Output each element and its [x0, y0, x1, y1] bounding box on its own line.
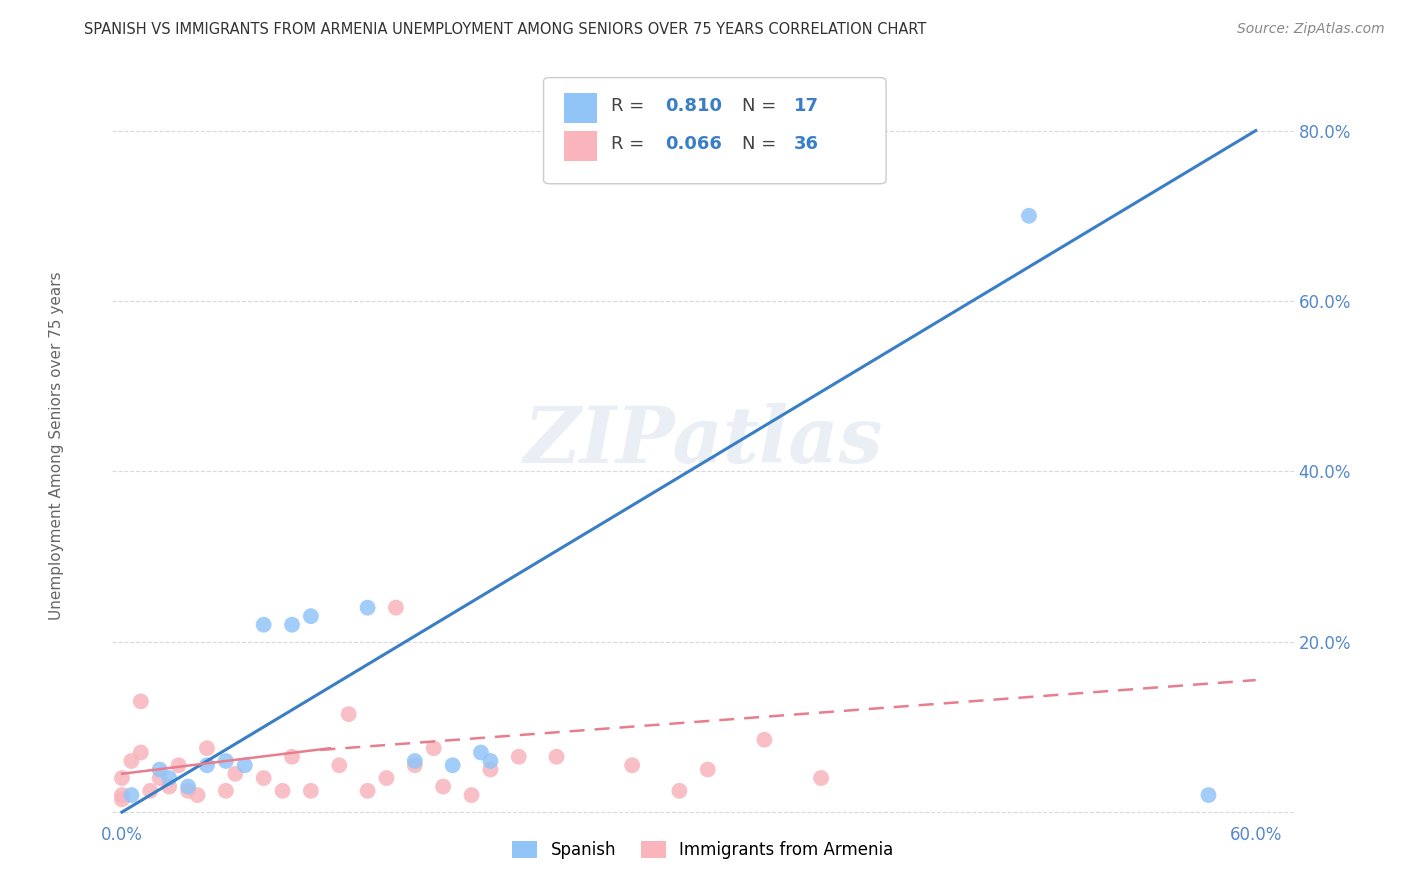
Text: R =: R =: [610, 135, 650, 153]
Point: [470, 746, 492, 760]
Text: Source: ZipAtlas.com: Source: ZipAtlas.com: [1237, 22, 1385, 37]
Point: [385, 600, 408, 615]
Point: [432, 780, 454, 794]
Text: ZIPatlas: ZIPatlas: [523, 403, 883, 480]
Text: 36: 36: [794, 135, 818, 153]
Text: Unemployment Among Seniors over 75 years: Unemployment Among Seniors over 75 years: [49, 272, 63, 620]
Point: [233, 758, 256, 772]
Text: N =: N =: [742, 96, 782, 115]
Point: [1018, 209, 1040, 223]
Point: [404, 754, 426, 768]
Point: [167, 758, 190, 772]
Point: [253, 771, 276, 785]
Point: [546, 749, 568, 764]
Point: [668, 784, 690, 798]
Point: [177, 784, 200, 798]
Text: 17: 17: [794, 96, 818, 115]
Point: [157, 780, 180, 794]
Point: [422, 741, 444, 756]
Point: [404, 758, 426, 772]
Legend: Spanish, Immigrants from Armenia: Spanish, Immigrants from Armenia: [506, 834, 900, 865]
Point: [479, 754, 502, 768]
Point: [129, 746, 152, 760]
Point: [356, 784, 378, 798]
Point: [621, 758, 644, 772]
Point: [337, 707, 360, 722]
Bar: [564, 93, 596, 123]
Point: [441, 758, 464, 772]
Point: [186, 788, 208, 802]
Point: [1198, 788, 1220, 802]
Point: [120, 754, 142, 768]
Point: [281, 617, 304, 632]
Point: [215, 754, 238, 768]
Point: [111, 788, 134, 802]
Point: [195, 741, 218, 756]
Point: [215, 784, 238, 798]
Point: [754, 732, 776, 747]
Point: [479, 763, 502, 777]
Point: [696, 763, 718, 777]
Point: [149, 763, 172, 777]
Point: [195, 758, 218, 772]
Point: [111, 792, 134, 806]
Point: [356, 600, 378, 615]
Point: [111, 771, 134, 785]
Bar: [564, 130, 596, 161]
Point: [139, 784, 162, 798]
FancyBboxPatch shape: [544, 78, 886, 184]
Point: [253, 617, 276, 632]
Point: [460, 788, 482, 802]
Point: [375, 771, 398, 785]
Point: [299, 609, 322, 624]
Point: [508, 749, 530, 764]
Text: 0.066: 0.066: [665, 135, 723, 153]
Text: R =: R =: [610, 96, 650, 115]
Text: N =: N =: [742, 135, 782, 153]
Point: [177, 780, 200, 794]
Point: [271, 784, 294, 798]
Text: SPANISH VS IMMIGRANTS FROM ARMENIA UNEMPLOYMENT AMONG SENIORS OVER 75 YEARS CORR: SPANISH VS IMMIGRANTS FROM ARMENIA UNEMP…: [84, 22, 927, 37]
Point: [281, 749, 304, 764]
Point: [810, 771, 832, 785]
Point: [149, 771, 172, 785]
Point: [299, 784, 322, 798]
Point: [129, 694, 152, 708]
Point: [157, 771, 180, 785]
Point: [224, 766, 246, 780]
Point: [328, 758, 350, 772]
Point: [120, 788, 142, 802]
Text: 0.810: 0.810: [665, 96, 723, 115]
